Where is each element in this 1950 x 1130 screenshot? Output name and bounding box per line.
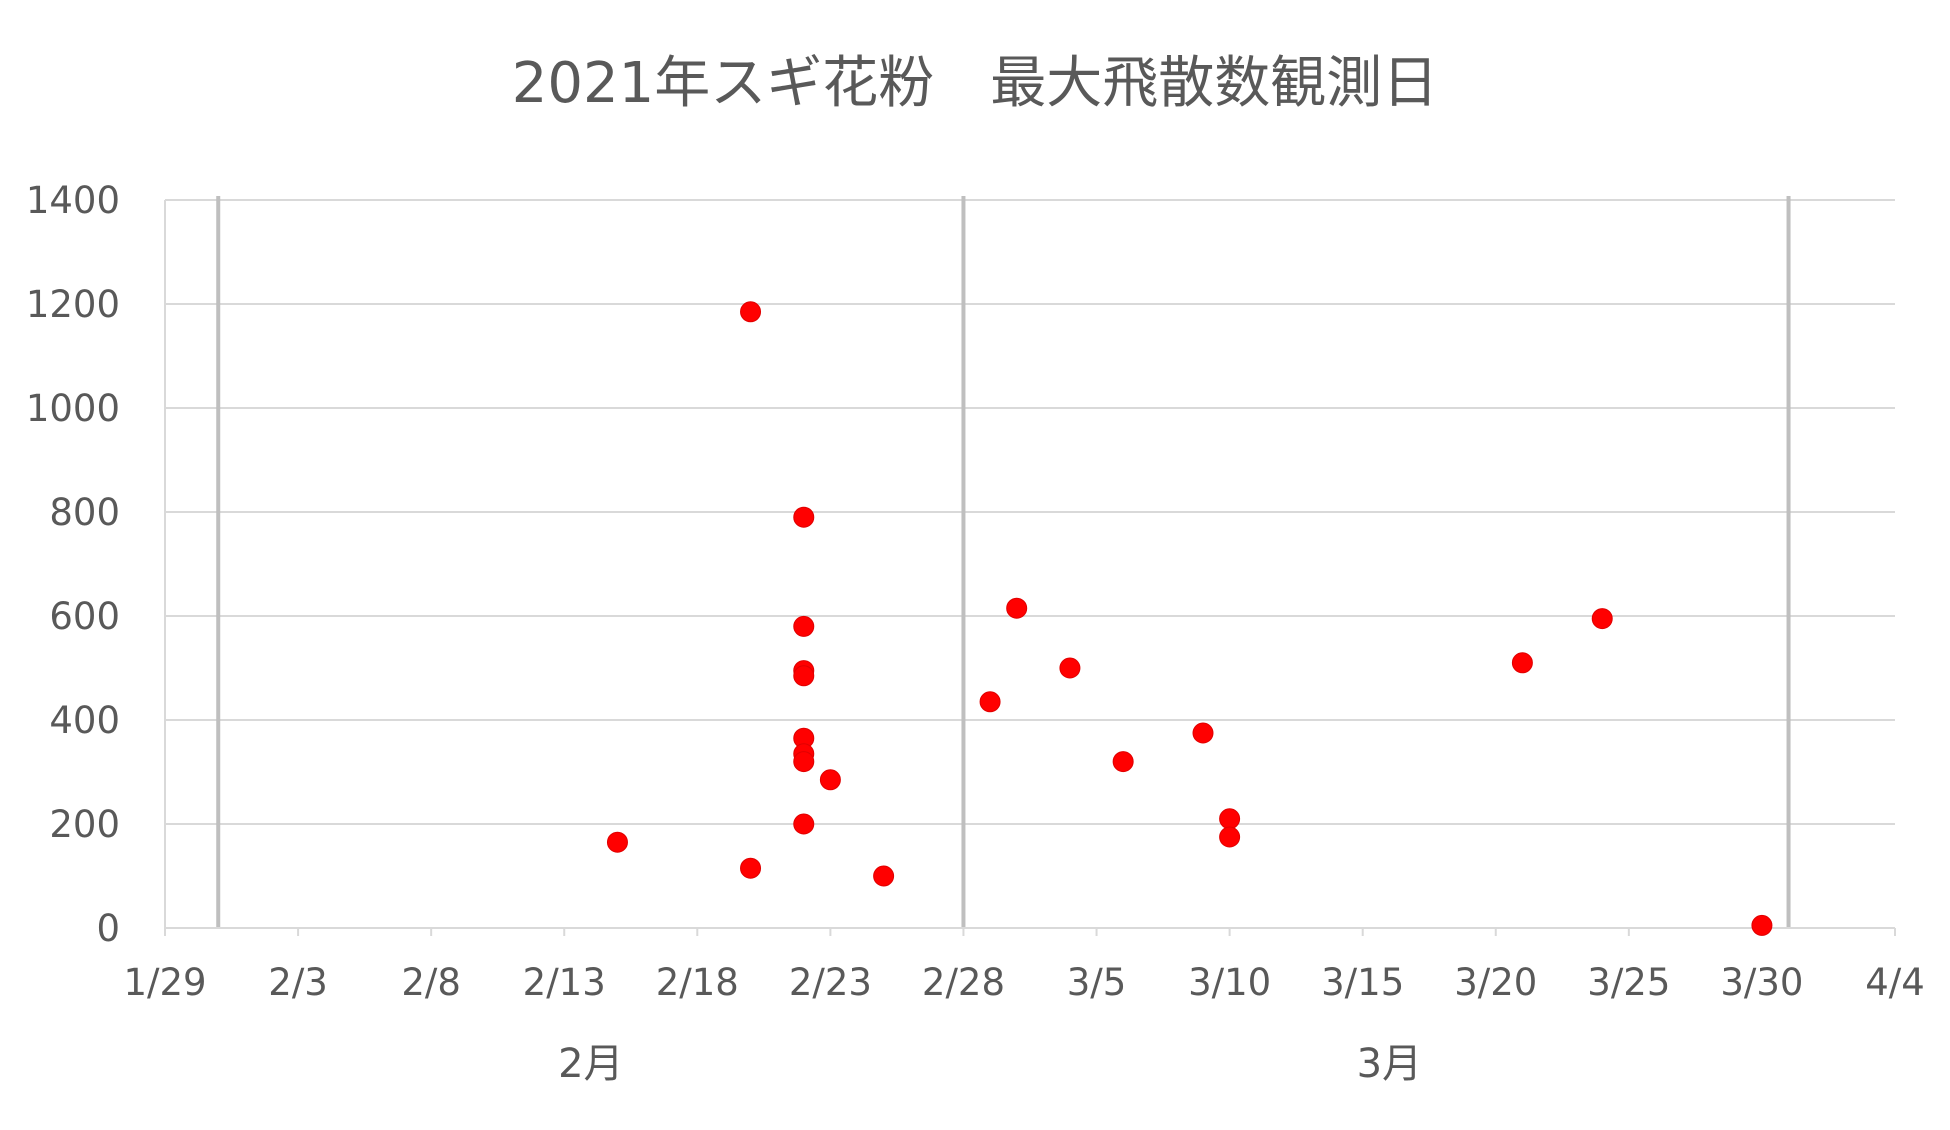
data-point: [793, 506, 815, 528]
axes: [164, 200, 1896, 936]
month-labels: 2月 3月: [558, 1041, 1422, 1087]
data-point: [606, 831, 628, 853]
gridlines: [165, 196, 1895, 928]
x-tick-label: 2/18: [656, 961, 739, 1004]
y-tick-label: 200: [49, 803, 120, 846]
x-tick-label: 2/28: [922, 961, 1005, 1004]
data-point: [1511, 652, 1533, 674]
x-tick-label: 3/5: [1067, 961, 1127, 1004]
y-tick-labels: 0 200 400 600 800 1000 1200 1400: [26, 179, 120, 950]
x-tick-label: 3/25: [1587, 961, 1670, 1004]
x-tick-labels: 1/29 2/3 2/8 2/13 2/18 2/23 2/28 3/5 3/10 3/15 3/2…: [123, 961, 1924, 1004]
y-tick-label: 1000: [26, 387, 120, 430]
data-point: [1112, 751, 1134, 773]
data-point: [1219, 826, 1241, 848]
data-point: [1591, 608, 1613, 630]
data-point: [793, 751, 815, 773]
data-point: [1006, 597, 1028, 619]
x-tick-label: 1/29: [123, 961, 206, 1004]
data-point: [1059, 657, 1081, 679]
data-point: [740, 857, 762, 879]
data-points: [606, 301, 1773, 936]
data-point: [819, 769, 841, 791]
chart-title: 2021年スギ花粉 最大飛散数観測日: [511, 51, 1439, 116]
x-tick-label: 2/23: [789, 961, 872, 1004]
data-point: [979, 691, 1001, 713]
y-tick-label: 1400: [26, 179, 120, 222]
x-tick-label: 3/15: [1321, 961, 1404, 1004]
x-tick-label: 4/4: [1865, 961, 1925, 1004]
y-tick-label: 1200: [26, 283, 120, 326]
y-tick-label: 400: [49, 699, 120, 742]
x-tick-label: 3/20: [1454, 961, 1537, 1004]
y-tick-label: 600: [49, 595, 120, 638]
month-label: 2月: [558, 1041, 623, 1087]
data-point: [740, 301, 762, 323]
x-tick-label: 2/3: [268, 961, 328, 1004]
x-tick-label: 2/8: [401, 961, 461, 1004]
data-point: [1219, 808, 1241, 830]
data-point: [1751, 914, 1773, 936]
data-point: [873, 865, 895, 887]
data-point: [793, 615, 815, 637]
x-tick-label: 3/10: [1188, 961, 1271, 1004]
data-point: [793, 813, 815, 835]
x-tick-label: 3/30: [1720, 961, 1803, 1004]
data-point: [1192, 722, 1214, 744]
y-tick-label: 800: [49, 491, 120, 534]
x-tick-label: 2/13: [523, 961, 606, 1004]
y-tick-label: 0: [96, 907, 120, 950]
month-label: 3月: [1357, 1041, 1422, 1087]
data-point: [793, 665, 815, 687]
